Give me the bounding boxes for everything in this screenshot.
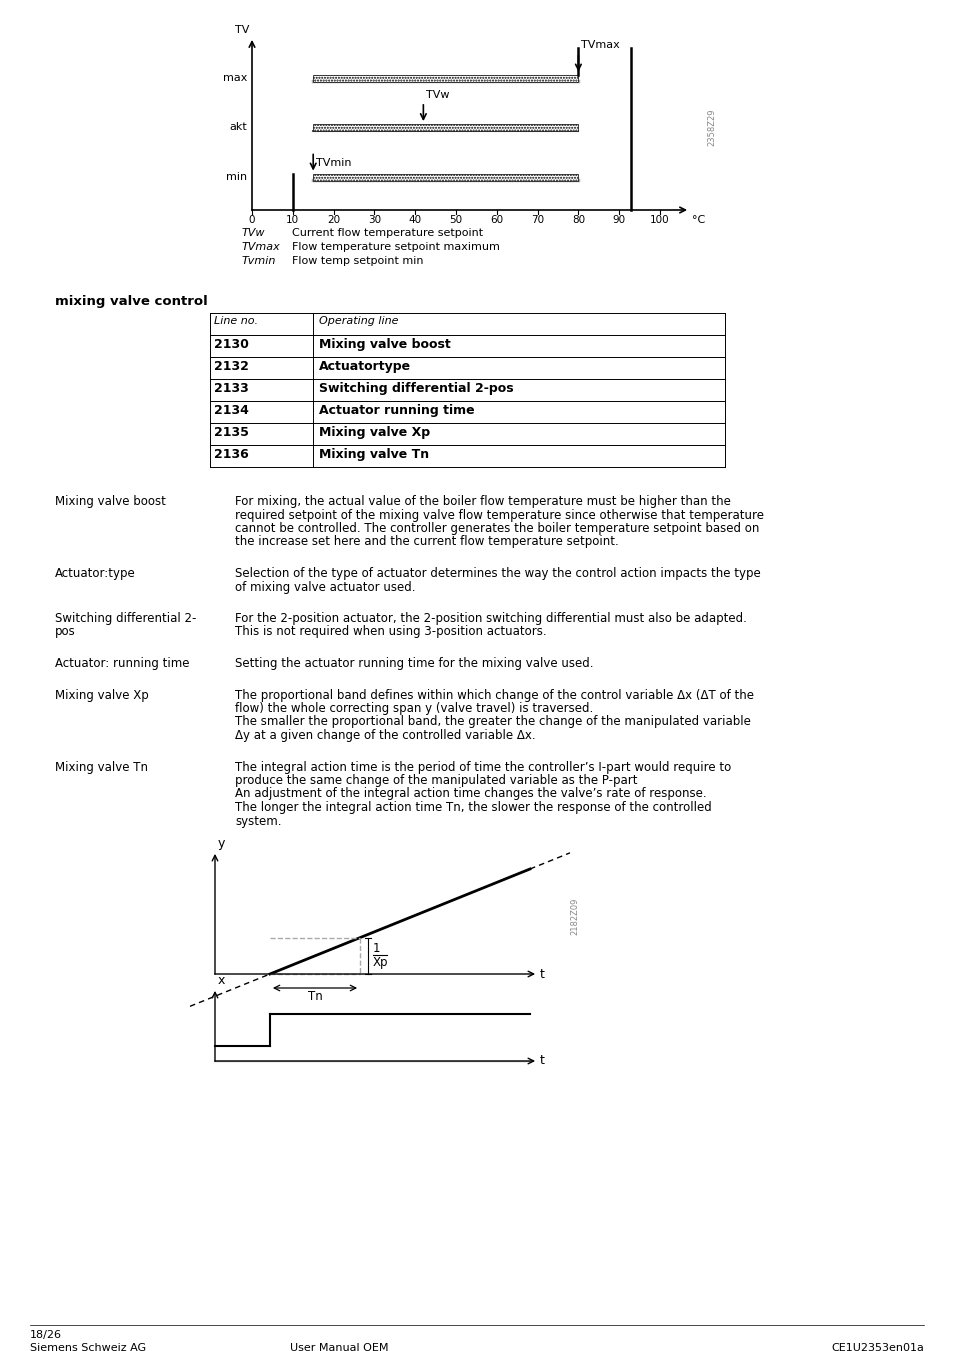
Text: Mixing valve Tn: Mixing valve Tn [318,449,429,461]
Text: Flow temp setpoint min: Flow temp setpoint min [292,255,423,266]
Text: The proportional band defines within which change of the control variable Δx (ΔT: The proportional band defines within whi… [234,689,753,701]
Text: Switching differential 2-: Switching differential 2- [55,612,196,626]
Text: Tvmin: Tvmin [242,255,276,266]
Text: of mixing valve actuator used.: of mixing valve actuator used. [234,581,416,593]
Text: TV: TV [234,26,249,35]
Text: 2130: 2130 [213,338,249,351]
Bar [313,124,578,131]
Text: Line no.: Line no. [213,316,257,326]
Text: Switching differential 2-pos: Switching differential 2-pos [318,382,513,394]
Text: the increase set here and the current flow temperature setpoint.: the increase set here and the current fl… [234,535,618,549]
Text: 70: 70 [531,215,543,226]
Text: Mixing valve Tn: Mixing valve Tn [55,761,148,774]
Text: 2132: 2132 [213,359,249,373]
Text: The smaller the proportional band, the greater the change of the manipulated var: The smaller the proportional band, the g… [234,716,750,728]
Text: 2182Z09: 2182Z09 [570,898,578,935]
Text: cannot be controlled. The controller generates the boiler temperature setpoint b: cannot be controlled. The controller gen… [234,521,759,535]
Text: 1: 1 [373,943,380,955]
Text: TVmin: TVmin [315,158,352,168]
Text: The longer the integral action time Tn, the slower the response of the controlle: The longer the integral action time Tn, … [234,801,711,815]
Text: For mixing, the actual value of the boiler flow temperature must be higher than : For mixing, the actual value of the boil… [234,494,730,508]
Text: 90: 90 [612,215,625,226]
Text: Actuator:type: Actuator:type [55,567,135,580]
Text: 20: 20 [327,215,340,226]
Text: Mixing valve Xp: Mixing valve Xp [318,426,430,439]
Text: 10: 10 [286,215,299,226]
Text: 40: 40 [408,215,421,226]
Text: 30: 30 [368,215,380,226]
Text: t: t [539,967,544,981]
Text: Actuator: running time: Actuator: running time [55,657,190,670]
Text: akt: akt [229,123,247,132]
Text: Selection of the type of actuator determines the way the control action impacts : Selection of the type of actuator determ… [234,567,760,580]
Text: Mixing valve Xp: Mixing valve Xp [55,689,149,701]
Bar [313,173,578,181]
Text: produce the same change of the manipulated variable as the P-part: produce the same change of the manipulat… [234,774,637,788]
Text: Δy at a given change of the controlled variable Δx.: Δy at a given change of the controlled v… [234,730,535,742]
Text: The integral action time is the period of time the controller’s I-part would req: The integral action time is the period o… [234,761,731,774]
Text: required setpoint of the mixing valve flow temperature since otherwise that temp: required setpoint of the mixing valve fl… [234,508,763,521]
Text: max: max [222,73,247,82]
Text: t: t [539,1055,544,1067]
Text: Setting the actuator running time for the mixing valve used.: Setting the actuator running time for th… [234,657,593,670]
Text: An adjustment of the integral action time changes the valve’s rate of response.: An adjustment of the integral action tim… [234,788,706,801]
Text: y: y [218,838,225,850]
Text: 80: 80 [571,215,584,226]
Text: For the 2-position actuator, the 2-position switching differential must also be : For the 2-position actuator, the 2-posit… [234,612,746,626]
Text: Tn: Tn [307,990,322,1002]
Text: Actuator running time: Actuator running time [318,404,475,417]
Text: 2358Z29: 2358Z29 [707,108,716,146]
Text: Mixing valve boost: Mixing valve boost [55,494,166,508]
Text: Mixing valve boost: Mixing valve boost [318,338,450,351]
Text: 50: 50 [449,215,462,226]
Text: Actuatortype: Actuatortype [318,359,411,373]
Text: 60: 60 [490,215,503,226]
Text: system.: system. [234,815,281,828]
Text: TVmax: TVmax [242,242,280,253]
Text: Flow temperature setpoint maximum: Flow temperature setpoint maximum [292,242,499,253]
Text: TVmax: TVmax [580,41,619,50]
Text: TVw: TVw [426,91,450,100]
Text: 0: 0 [249,215,255,226]
Bar [313,74,578,81]
Text: 18/26: 18/26 [30,1329,62,1340]
Text: mixing valve control: mixing valve control [55,295,208,308]
Text: This is not required when using 3-position actuators.: This is not required when using 3-positi… [234,626,546,639]
Text: 100: 100 [650,215,669,226]
Text: Current flow temperature setpoint: Current flow temperature setpoint [292,228,482,238]
Text: Siemens Schweiz AG: Siemens Schweiz AG [30,1343,146,1351]
Text: °C: °C [691,215,704,226]
Text: 2136: 2136 [213,449,249,461]
Text: CE1U2353en01a: CE1U2353en01a [830,1343,923,1351]
Text: 2133: 2133 [213,382,249,394]
Text: x: x [218,974,225,988]
Text: Operating line: Operating line [318,316,398,326]
Text: 2135: 2135 [213,426,249,439]
Text: min: min [226,172,247,182]
Text: flow) the whole correcting span y (valve travel) is traversed.: flow) the whole correcting span y (valve… [234,703,593,715]
Text: Xp: Xp [373,955,388,969]
Text: pos: pos [55,626,75,639]
Text: TVw: TVw [242,228,265,238]
Text: User Manual OEM: User Manual OEM [290,1343,388,1351]
Text: 2134: 2134 [213,404,249,417]
